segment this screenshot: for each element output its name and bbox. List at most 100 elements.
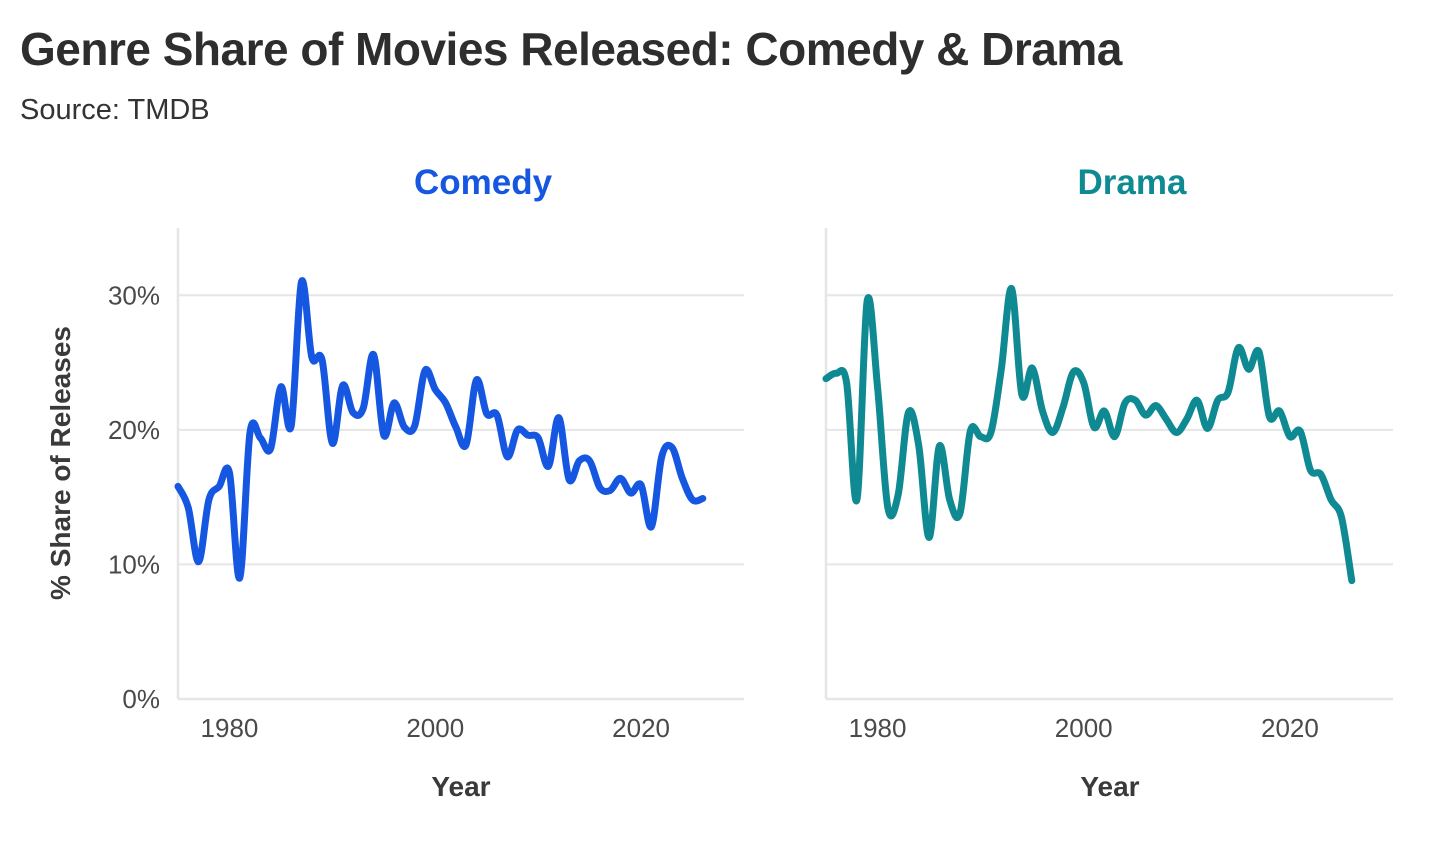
comedy-point-1986	[288, 423, 294, 429]
comedy-point-2013	[566, 477, 572, 483]
drama-point-2008	[1163, 416, 1169, 422]
drama-point-1982	[895, 491, 901, 497]
x-tick-label: 2020	[612, 713, 670, 743]
drama-point-2017	[1256, 349, 1262, 355]
comedy-point-2026	[700, 495, 706, 501]
comedy-point-1977	[196, 559, 202, 565]
comedy-point-1990	[329, 440, 335, 446]
drama-point-1999	[1070, 369, 1076, 375]
comedy-point-1988	[309, 354, 315, 360]
y-tick-labels: 0% 10% 20% 30%	[108, 280, 160, 714]
panel-title-drama: Drama	[1078, 163, 1187, 202]
drama-point-2001	[1091, 424, 1097, 430]
comedy-point-1997	[401, 424, 407, 430]
drama-point-1989	[967, 428, 973, 434]
drama-point-1978	[854, 497, 860, 503]
drama-point-2003	[1112, 434, 1118, 440]
comedy-point-2021	[648, 524, 654, 530]
drama-point-2016	[1246, 366, 1252, 372]
comedy-point-2003	[463, 442, 469, 448]
drama-point-2018	[1266, 413, 1272, 419]
y-tick-label: 30%	[108, 280, 160, 310]
drama-point-1997	[1050, 430, 1056, 436]
drama-point-2002	[1101, 408, 1107, 414]
drama-point-1990	[978, 434, 984, 440]
drama-point-1977	[844, 380, 850, 386]
comedy-point-2009	[525, 432, 531, 438]
drama-point-1998	[1060, 404, 1066, 410]
drama-point-1980	[875, 384, 881, 390]
comedy-point-2017	[607, 487, 613, 493]
x-axis-title-drama: Year	[1080, 771, 1139, 802]
drama-point-2004	[1122, 400, 1128, 406]
drama-point-2015	[1235, 345, 1241, 351]
comedy-point-2023	[669, 444, 675, 450]
x-tick-label: 2020	[1261, 713, 1319, 743]
comedy-point-1987	[298, 279, 304, 285]
drama-point-1993	[1009, 286, 1015, 292]
x-tick-labels: 1980 2000 2020	[201, 713, 670, 743]
comedy-point-2024	[679, 475, 685, 481]
y-tick-label: 10%	[108, 549, 160, 579]
comedy-point-2025	[690, 497, 696, 503]
drama-point-1985	[926, 535, 932, 541]
comedy-point-2007	[504, 454, 510, 460]
x-tick-labels: 1980 2000 2020	[849, 713, 1319, 743]
comedy-point-1994	[371, 351, 377, 357]
comedy-series-line	[174, 277, 707, 582]
comedy-point-2022	[659, 454, 665, 460]
panel-comedy: Comedy 0% 10% 20% 30% 1980 2000 2020 Year % S…	[45, 163, 744, 802]
y-tick-label: 20%	[108, 415, 160, 445]
drama-point-2000	[1081, 380, 1087, 386]
drama-point-1996	[1039, 408, 1045, 414]
drama-point-1981	[885, 505, 891, 511]
comedy-point-2011	[545, 463, 551, 469]
comedy-point-1976	[185, 505, 191, 511]
comedy-point-1996	[391, 400, 397, 406]
comedy-point-1991	[340, 382, 346, 388]
drama-point-2013	[1215, 397, 1221, 403]
panel-title-comedy: Comedy	[414, 163, 553, 202]
drama-point-1995	[1029, 365, 1035, 371]
comedy-point-2020	[638, 482, 644, 488]
chart-subtitle: Source: TMDB	[20, 94, 210, 126]
drama-point-2009	[1174, 430, 1180, 436]
comedy-point-1978	[206, 497, 212, 503]
comedy-point-2018	[618, 475, 624, 481]
comedy-point-1995	[381, 432, 387, 438]
comedy-point-2001	[443, 400, 449, 406]
comedy-point-1980	[226, 470, 232, 476]
drama-point-1987	[947, 497, 953, 503]
drama-point-1991	[988, 430, 994, 436]
drama-point-2006	[1143, 412, 1149, 418]
drama-point-2019	[1277, 408, 1283, 414]
comedy-point-2002	[453, 424, 459, 430]
drama-point-2023	[1318, 471, 1324, 477]
drama-point-1979	[864, 298, 870, 304]
grid-lines	[176, 228, 744, 701]
drama-point-2012	[1204, 426, 1210, 432]
drama-point-2024	[1328, 497, 1334, 503]
drama-point-2025	[1338, 514, 1344, 520]
drama-point-2022	[1308, 467, 1314, 473]
comedy-point-2014	[576, 458, 582, 464]
drama-point-1994	[1019, 392, 1025, 398]
drama-point-1975	[823, 376, 829, 382]
drama-point-2026	[1349, 578, 1355, 584]
comedy-point-1983	[257, 435, 263, 441]
drama-point-2014	[1225, 389, 1231, 395]
drama-point-2010	[1184, 416, 1190, 422]
comedy-point-1989	[319, 357, 325, 363]
drama-series-line	[822, 285, 1356, 585]
drama-point-1986	[936, 443, 942, 449]
drama-point-2007	[1153, 403, 1159, 409]
comedy-point-2016	[597, 485, 603, 491]
panel-drama: Drama 1980 2000 2020 Year	[822, 163, 1393, 802]
comedy-point-1975	[175, 483, 181, 489]
drama-point-1984	[916, 443, 922, 449]
chart-title: Genre Share of Movies Released: Comedy &…	[20, 23, 1122, 75]
drama-point-1976	[833, 370, 839, 376]
drama-point-2011	[1194, 397, 1200, 403]
comedy-point-1992	[350, 409, 356, 415]
comedy-point-2000	[432, 386, 438, 392]
